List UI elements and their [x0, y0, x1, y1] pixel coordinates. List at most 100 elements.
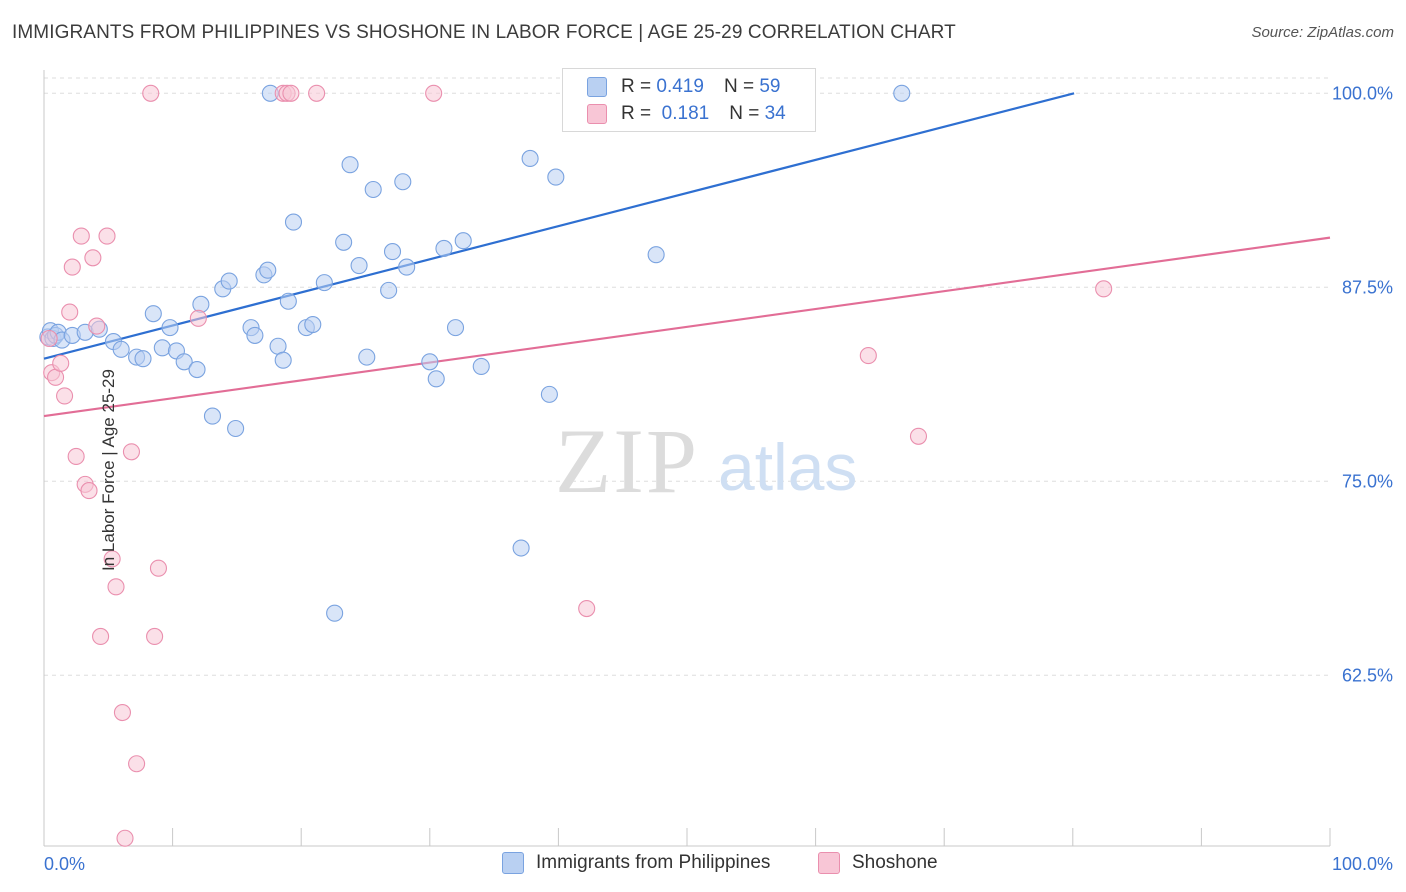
y-tick-label: 100.0% [1332, 83, 1393, 103]
philippines-point [335, 233, 353, 251]
legend-r-label: R = [621, 76, 652, 97]
watermark-atlas: atlas [718, 430, 857, 504]
legend-r-value: 0.181 [656, 103, 710, 124]
y-tick-label: 75.0% [1342, 471, 1393, 491]
philippines-point [472, 357, 490, 375]
philippines-point [647, 246, 665, 264]
shoshone-point [72, 227, 90, 245]
y-tick-label: 62.5% [1342, 665, 1393, 685]
shoshone-point [146, 627, 164, 646]
y-axis-label: In Labor Force | Age 25-29 [98, 369, 118, 571]
bottom-legend-shoshone: Shoshone [818, 852, 938, 874]
shoshone-point [61, 303, 79, 321]
y-tick-label: 87.5% [1342, 277, 1393, 297]
shoshone-point [107, 578, 125, 596]
philippines-point [540, 385, 558, 403]
philippines-point [144, 305, 162, 323]
bottom-legend-swatch-blue [502, 852, 524, 874]
shoshone-point [52, 354, 70, 372]
philippines-point [274, 351, 292, 369]
philippines-point [350, 257, 368, 275]
philippines-point [326, 604, 344, 622]
watermark-zip: ZIP [555, 410, 699, 512]
philippines-point [512, 539, 530, 557]
philippines-point [161, 319, 179, 337]
shoshone-point [103, 550, 121, 568]
shoshone-point [578, 599, 596, 618]
philippines-point [259, 261, 277, 279]
philippines-point [304, 315, 322, 334]
philippines-point [364, 180, 382, 199]
shoshone-point [84, 249, 102, 267]
philippines-point [112, 340, 130, 358]
stats-legend: R = 0.419 N = 59 R = 0.181 N = 34 [562, 68, 816, 132]
shoshone-point [142, 84, 160, 102]
grid-layer [44, 77, 1330, 676]
shoshone-point [308, 84, 326, 102]
shoshone-point [189, 309, 207, 327]
legend-row-philippines: R = 0.419 N = 59 [563, 75, 780, 99]
philippines-point [358, 348, 376, 366]
legend-n-value: 34 [764, 103, 786, 124]
shoshone-point [92, 627, 110, 646]
shoshone-point [80, 482, 98, 500]
shoshone-point [56, 387, 74, 405]
bottom-legend-label-philippines: Immigrants from Philippines [536, 852, 771, 873]
philippines-point [192, 295, 210, 313]
chart-title: IMMIGRANTS FROM PHILIPPINES VS SHOSHONE … [12, 22, 956, 43]
watermark: ZIP atlas [555, 410, 857, 512]
shoshone-point [149, 559, 168, 577]
legend-swatch-pink [587, 104, 607, 124]
philippines-point [227, 419, 245, 438]
x-tick-label: 0.0% [44, 854, 85, 874]
trend-layer [43, 92, 1331, 418]
philippines-point [341, 156, 359, 174]
shoshone-point [88, 317, 106, 335]
legend-n-label: N = [723, 76, 755, 97]
philippines-point [246, 326, 264, 344]
axis-layer [43, 70, 1331, 847]
bottom-legend-philippines: Immigrants from Philippines [502, 852, 770, 874]
shoshone-point [122, 443, 140, 461]
bottom-legend-label-shoshone: Shoshone [852, 852, 938, 873]
shoshone-point [116, 829, 134, 847]
philippines-point [398, 258, 416, 276]
philippines-point [435, 239, 453, 258]
x-tick-label: 100.0% [1332, 854, 1393, 874]
philippines-point [175, 353, 193, 371]
points-layer [39, 84, 1113, 847]
shoshone-point [113, 703, 131, 722]
shoshone-point [40, 329, 58, 348]
philippines-trend-line [43, 92, 1075, 360]
shoshone-point [98, 227, 116, 245]
philippines-point [893, 84, 911, 102]
philippines-point [134, 350, 152, 368]
philippines-point [279, 292, 297, 310]
legend-r-label: R = [621, 103, 652, 124]
philippines-point [521, 149, 539, 168]
philippines-point [421, 353, 439, 371]
philippines-point [220, 272, 238, 290]
legend-row-shoshone: R = 0.181 N = 34 [563, 102, 786, 126]
philippines-point [380, 281, 398, 299]
source-label: Source: ZipAtlas.com [1251, 24, 1394, 41]
shoshone-point [67, 447, 85, 465]
philippines-point [153, 339, 171, 357]
philippines-point [188, 360, 206, 379]
legend-swatch-blue [587, 77, 607, 97]
philippines-point [315, 274, 333, 292]
philippines-point [284, 213, 303, 231]
legend-n-label: N = [729, 103, 760, 124]
philippines-point [394, 173, 412, 191]
legend-r-value: 0.419 [656, 76, 704, 97]
shoshone-point [859, 347, 877, 365]
legend-n-value: 59 [759, 76, 781, 97]
shoshone-point [128, 755, 146, 773]
philippines-point [454, 232, 472, 250]
philippines-point [446, 319, 465, 337]
shoshone-point [282, 84, 300, 102]
shoshone-point [1095, 280, 1113, 298]
bottom-legend-swatch-pink [818, 852, 840, 874]
shoshone-point [909, 427, 928, 445]
